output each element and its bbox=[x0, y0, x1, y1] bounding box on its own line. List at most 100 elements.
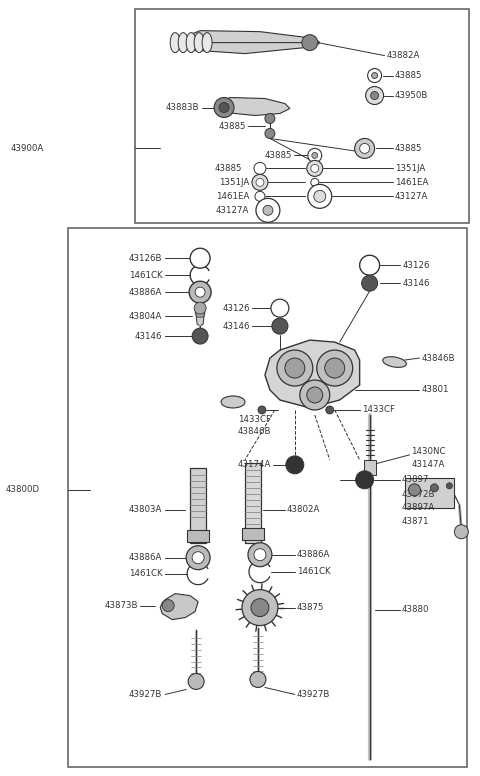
Circle shape bbox=[277, 350, 313, 386]
Text: 43146: 43146 bbox=[222, 321, 250, 331]
Text: 43800D: 43800D bbox=[6, 485, 40, 494]
Text: 1461CK: 1461CK bbox=[297, 567, 330, 576]
Text: 43880: 43880 bbox=[402, 605, 429, 614]
Bar bbox=[187, 530, 209, 542]
Circle shape bbox=[366, 87, 384, 105]
Text: 43886A: 43886A bbox=[297, 550, 330, 559]
Circle shape bbox=[317, 350, 353, 386]
Text: 43882A: 43882A bbox=[386, 51, 420, 60]
Text: 43147A: 43147A bbox=[411, 460, 445, 469]
Text: 43886A: 43886A bbox=[129, 288, 162, 296]
Circle shape bbox=[256, 178, 264, 186]
Text: 43875: 43875 bbox=[297, 603, 324, 612]
Circle shape bbox=[256, 199, 280, 222]
Circle shape bbox=[188, 674, 204, 689]
Bar bbox=[245, 462, 261, 542]
Text: 43802A: 43802A bbox=[287, 505, 320, 514]
Text: 43927B: 43927B bbox=[297, 690, 330, 699]
Ellipse shape bbox=[178, 33, 188, 53]
Circle shape bbox=[308, 148, 322, 162]
Ellipse shape bbox=[221, 396, 245, 408]
Circle shape bbox=[361, 275, 378, 291]
Circle shape bbox=[251, 598, 269, 617]
Polygon shape bbox=[195, 310, 205, 317]
Circle shape bbox=[311, 178, 319, 186]
Circle shape bbox=[192, 552, 204, 563]
Text: 43801: 43801 bbox=[421, 386, 449, 394]
Circle shape bbox=[263, 206, 273, 215]
Circle shape bbox=[446, 483, 452, 489]
Text: 43885: 43885 bbox=[395, 144, 422, 153]
Ellipse shape bbox=[202, 33, 212, 53]
Text: 43146: 43146 bbox=[403, 279, 430, 288]
Circle shape bbox=[242, 590, 278, 625]
Circle shape bbox=[308, 185, 332, 208]
Text: 43900A: 43900A bbox=[11, 144, 44, 153]
Text: 1461CK: 1461CK bbox=[129, 271, 162, 279]
Circle shape bbox=[300, 380, 330, 410]
Ellipse shape bbox=[194, 33, 204, 53]
Circle shape bbox=[214, 98, 234, 117]
Text: 43126B: 43126B bbox=[129, 254, 162, 263]
Circle shape bbox=[258, 406, 266, 414]
Text: 43885: 43885 bbox=[264, 151, 292, 160]
Circle shape bbox=[372, 73, 378, 78]
Polygon shape bbox=[196, 308, 204, 326]
Text: 43174A: 43174A bbox=[238, 460, 271, 469]
Circle shape bbox=[360, 144, 370, 154]
Text: 1430NC: 1430NC bbox=[411, 448, 446, 456]
Bar bbox=[135, 9, 469, 223]
Text: 43897A: 43897A bbox=[402, 504, 435, 512]
Ellipse shape bbox=[383, 357, 407, 367]
Circle shape bbox=[194, 302, 206, 314]
Circle shape bbox=[265, 113, 275, 123]
Text: 43872B: 43872B bbox=[402, 490, 435, 499]
Text: 43871: 43871 bbox=[402, 518, 429, 526]
Circle shape bbox=[195, 287, 205, 297]
Circle shape bbox=[307, 387, 323, 403]
Text: 43846B: 43846B bbox=[421, 354, 455, 362]
Text: 43883B: 43883B bbox=[166, 103, 199, 112]
Polygon shape bbox=[265, 340, 360, 408]
Text: 1351JA: 1351JA bbox=[395, 164, 425, 173]
Text: 43146: 43146 bbox=[135, 331, 162, 341]
Circle shape bbox=[326, 406, 334, 414]
Circle shape bbox=[272, 318, 288, 334]
Circle shape bbox=[265, 129, 275, 138]
Circle shape bbox=[254, 549, 266, 561]
Bar bbox=[364, 460, 376, 475]
Circle shape bbox=[186, 546, 210, 570]
Circle shape bbox=[286, 456, 304, 474]
Text: 43846B: 43846B bbox=[238, 428, 272, 436]
Circle shape bbox=[312, 152, 318, 158]
Text: 43927B: 43927B bbox=[129, 690, 162, 699]
Text: 43885: 43885 bbox=[395, 71, 422, 80]
Text: 1461EA: 1461EA bbox=[216, 192, 249, 201]
Bar bbox=[405, 478, 455, 508]
Circle shape bbox=[431, 483, 438, 492]
Circle shape bbox=[360, 255, 380, 275]
Circle shape bbox=[307, 161, 323, 176]
Text: 43127A: 43127A bbox=[216, 206, 249, 215]
Circle shape bbox=[355, 138, 374, 158]
Bar bbox=[190, 468, 206, 542]
Circle shape bbox=[162, 600, 174, 611]
Circle shape bbox=[371, 92, 379, 99]
Circle shape bbox=[219, 102, 229, 113]
Circle shape bbox=[314, 190, 326, 203]
Text: 43803A: 43803A bbox=[129, 505, 162, 514]
Text: 1433CF: 1433CF bbox=[238, 415, 271, 424]
Circle shape bbox=[255, 192, 265, 201]
Polygon shape bbox=[160, 594, 198, 619]
Circle shape bbox=[455, 525, 468, 539]
Circle shape bbox=[408, 483, 420, 496]
Text: 43804A: 43804A bbox=[129, 312, 162, 320]
Circle shape bbox=[285, 358, 305, 378]
Text: 43897: 43897 bbox=[402, 476, 429, 484]
Circle shape bbox=[368, 68, 382, 82]
Ellipse shape bbox=[170, 33, 180, 53]
Text: 1461EA: 1461EA bbox=[395, 178, 428, 187]
Text: 1433CF: 1433CF bbox=[361, 406, 395, 414]
Circle shape bbox=[250, 671, 266, 688]
Text: 43885: 43885 bbox=[215, 164, 242, 173]
